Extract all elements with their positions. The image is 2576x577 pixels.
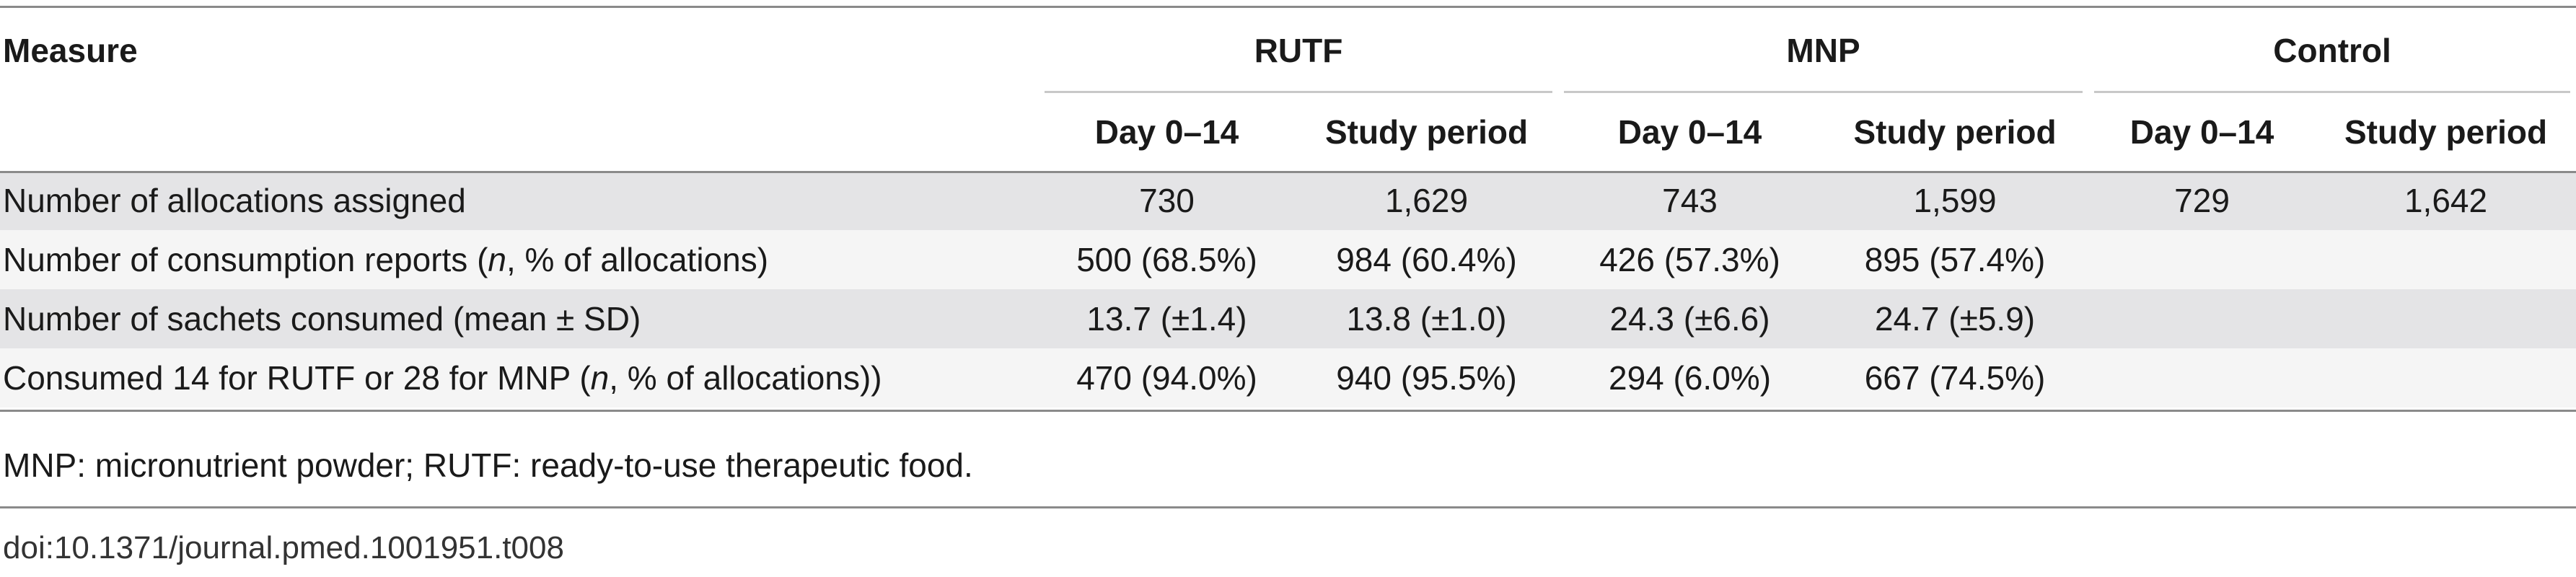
table-cell: 729 <box>2088 171 2316 230</box>
table-row: Number of consumption reports (n, % of a… <box>0 230 2576 289</box>
row-label: Number of sachets consumed (mean ± SD) <box>0 289 1039 348</box>
doi-link[interactable]: doi:10.1371/journal.pmed.1001951.t008 <box>3 530 564 565</box>
table-row: Number of sachets consumed (mean ± SD) 1… <box>0 289 2576 348</box>
consumption-table: Measure RUTF MNP Control Day 0–14 Study … <box>0 8 2576 408</box>
table-cell <box>2088 348 2316 408</box>
subheader-blank <box>0 93 1039 171</box>
subheader-mnp-day: Day 0–14 <box>1617 113 1762 151</box>
group-header-label: RUTF <box>1254 32 1343 69</box>
top-rule <box>0 6 2576 8</box>
table-cell <box>2088 230 2316 289</box>
table-row: Consumed 14 for RUTF or 28 for MNP (n, %… <box>0 348 2576 408</box>
row-label: Consumed 14 for RUTF or 28 for MNP (n, %… <box>0 348 1039 408</box>
table-cell: 1,629 <box>1295 171 1559 230</box>
table-row: Number of allocations assigned 730 1,629… <box>0 171 2576 230</box>
table-cell <box>2088 289 2316 348</box>
table-cell: 1,642 <box>2316 171 2576 230</box>
header-bottom-rule <box>0 171 2576 173</box>
group-header-control: Control <box>2088 8 2576 93</box>
table-cell: 13.7 (±1.4) <box>1039 289 1295 348</box>
group-underline <box>2094 91 2571 93</box>
row-label: Number of allocations assigned <box>0 171 1039 230</box>
group-header-label: Control <box>2273 32 2391 69</box>
table-cell: 426 (57.3%) <box>1558 230 1822 289</box>
table-cell: 940 (95.5%) <box>1295 348 1559 408</box>
subheader-control-day: Day 0–14 <box>2129 113 2274 151</box>
table-cell: 24.7 (±5.9) <box>1821 289 2089 348</box>
subheader-rutf-study: Study period <box>1324 113 1529 151</box>
table-cell: 730 <box>1039 171 1295 230</box>
table-cell: 667 (74.5%) <box>1821 348 2089 408</box>
table-cell: 743 <box>1558 171 1822 230</box>
group-header-mnp: MNP <box>1558 8 2088 93</box>
table-bottom-rule <box>0 410 2576 412</box>
footnote-rule <box>0 506 2576 508</box>
table-cell: 895 (57.4%) <box>1821 230 2089 289</box>
table-cell: 470 (94.0%) <box>1039 348 1295 408</box>
table-cell: 24.3 (±6.6) <box>1558 289 1822 348</box>
table-cell: 1,599 <box>1821 171 2089 230</box>
group-underline <box>1045 91 1553 93</box>
table-cell <box>2316 289 2576 348</box>
subheader-rutf-day: Day 0–14 <box>1094 113 1239 151</box>
table-cell: 984 (60.4%) <box>1295 230 1559 289</box>
row-label: Number of consumption reports (n, % of a… <box>0 230 1039 289</box>
group-header-label: MNP <box>1786 32 1860 69</box>
table-cell: 13.8 (±1.0) <box>1295 289 1559 348</box>
table-cell <box>2316 348 2576 408</box>
subheader-control-study: Study period <box>2344 113 2548 151</box>
group-header-rutf: RUTF <box>1039 8 1558 93</box>
group-underline <box>1564 91 2083 93</box>
subheader-mnp-study: Study period <box>1853 113 2057 151</box>
table-footnote: MNP: micronutrient powder; RUTF: ready-t… <box>3 446 973 484</box>
table-cell: 500 (68.5%) <box>1039 230 1295 289</box>
measure-header: Measure <box>3 32 138 69</box>
table-cell <box>2316 230 2576 289</box>
table-cell: 294 (6.0%) <box>1558 348 1822 408</box>
